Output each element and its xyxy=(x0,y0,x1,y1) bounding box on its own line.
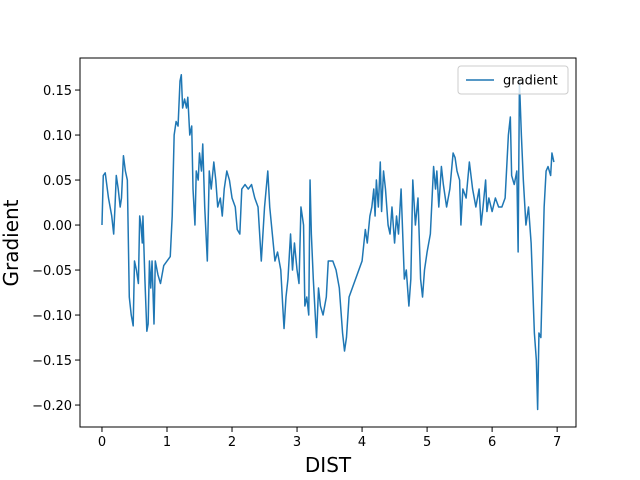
plot-frame xyxy=(79,57,577,428)
y-tick-label: 0.00 xyxy=(43,219,72,234)
y-tick-label: 0.15 xyxy=(43,84,72,99)
x-tick-label: 7 xyxy=(553,435,561,450)
x-axis-title: DIST xyxy=(305,453,352,477)
y-axis-title: Gradient xyxy=(0,199,23,286)
x-tick-label: 6 xyxy=(488,435,496,450)
x-tick-label: 3 xyxy=(293,435,301,450)
x-tick-label: 4 xyxy=(358,435,366,450)
y-tick-label: −0.10 xyxy=(32,309,72,324)
legend-box xyxy=(457,65,569,95)
x-tick-label: 2 xyxy=(228,435,236,450)
y-tick-label: 0.05 xyxy=(43,174,72,189)
x-tick-label: 0 xyxy=(98,435,106,450)
x-tick-label: 5 xyxy=(423,435,431,450)
y-tick-label: −0.15 xyxy=(32,354,72,369)
x-tick-label: 1 xyxy=(163,435,171,450)
y-tick-label: −0.05 xyxy=(32,264,72,279)
data-line xyxy=(101,73,555,411)
legend-label: gradient xyxy=(503,74,558,89)
y-tick-label: −0.20 xyxy=(32,399,72,414)
y-tick-label: 0.10 xyxy=(43,129,72,144)
